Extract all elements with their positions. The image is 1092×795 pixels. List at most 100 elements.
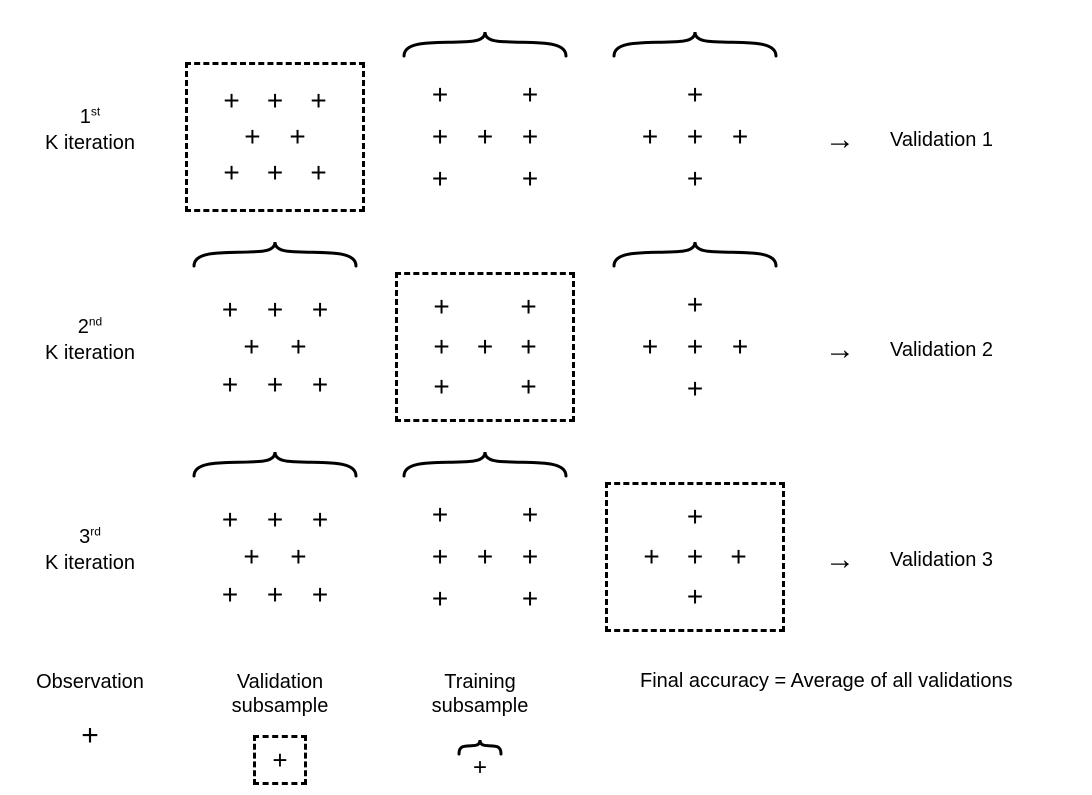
legend-label: Trainingsubsample: [380, 670, 580, 718]
plus-marker: +: [222, 506, 238, 534]
plus-marker: +: [732, 333, 748, 361]
plus-marker: +: [0, 706, 180, 766]
plus-marker: +: [687, 375, 703, 403]
legend-final: Final accuracy = Average of all validati…: [580, 670, 1092, 693]
plus-marker: +: [687, 543, 703, 571]
final-accuracy-text: Final accuracy = Average of all validati…: [640, 670, 1092, 693]
plus-marker: +: [432, 585, 448, 613]
plus-marker: +: [312, 296, 328, 324]
plus-marker: +: [520, 373, 536, 401]
iteration-row-2: 2ndK iteration ++++++++ +++++++ +++++→Va…: [0, 240, 1092, 440]
panel-training: ++++++++: [180, 240, 370, 440]
plus-marker: +: [267, 87, 283, 115]
plus-marker: +: [310, 159, 326, 187]
plus-marker: +: [289, 123, 305, 151]
legend-label: Validationsubsample: [180, 670, 380, 718]
legend-observation: Observation +: [0, 670, 180, 766]
plus-marker: +: [520, 333, 536, 361]
brace-icon: [190, 240, 360, 268]
brace-icon: [400, 30, 570, 58]
plus-marker: +: [522, 585, 538, 613]
plus-marker: +: [432, 501, 448, 529]
panel-training: +++++++: [390, 450, 580, 650]
plus-marker: +: [687, 503, 703, 531]
brace-icon: [190, 450, 360, 478]
plus-marker: +: [522, 123, 538, 151]
plus-marker: +: [312, 581, 328, 609]
training-brace-icon: +: [380, 730, 580, 790]
panels-group: ++++++++ +++++++ +++++: [180, 240, 790, 440]
brace-icon: [610, 240, 780, 268]
plus-marker: +: [243, 333, 259, 361]
plus-marker: +: [267, 159, 283, 187]
plus-marker: +: [433, 373, 449, 401]
plus-marker: +: [477, 333, 493, 361]
panel-validation: + + + + + + +: [390, 240, 580, 440]
validation-result: Validation 3: [890, 529, 1070, 572]
plus-marker: +: [312, 506, 328, 534]
legend-label: Observation: [0, 670, 180, 694]
arrow-icon: →: [790, 103, 890, 157]
plus-marker: +: [642, 333, 658, 361]
plus-marker: +: [687, 333, 703, 361]
plus-marker: +: [222, 371, 238, 399]
plus-marker: +: [223, 159, 239, 187]
legend: Observation + Validationsubsample + Trai…: [0, 670, 1092, 790]
plus-marker: +: [520, 293, 536, 321]
legend-training: Trainingsubsample +: [380, 670, 580, 790]
validation-result: Validation 2: [890, 319, 1070, 362]
plus-marker: +: [477, 123, 493, 151]
plus-marker: +: [730, 543, 746, 571]
plus-marker: +: [432, 81, 448, 109]
panel-training: +++++: [600, 30, 790, 230]
brace-icon: [610, 30, 780, 58]
plus-marker: +: [433, 293, 449, 321]
plus-marker: +: [267, 371, 283, 399]
fold-box: ++++++++: [185, 62, 365, 212]
iteration-row-3: 3rdK iteration ++++++++ +++++++ +++++→Va…: [0, 450, 1092, 650]
panel-validation: +++++: [600, 450, 790, 650]
fold-box: + + + + + + +: [395, 272, 575, 422]
iteration-label: 1stK iteration: [0, 104, 180, 156]
plus-marker: +: [310, 87, 326, 115]
plus-marker: +: [687, 123, 703, 151]
plus-marker: +: [522, 165, 538, 193]
plus-marker: +: [732, 123, 748, 151]
plus-marker: +: [687, 583, 703, 611]
iteration-row-1: 1stK iteration ++++++++ +++++++ +++++→Va…: [0, 30, 1092, 230]
fold-box: +++++++: [395, 482, 575, 632]
plus-marker: +: [267, 581, 283, 609]
plus-marker: +: [642, 123, 658, 151]
plus-marker: +: [687, 81, 703, 109]
plus-marker: +: [432, 165, 448, 193]
plus-marker: +: [312, 371, 328, 399]
brace-icon: [400, 450, 570, 478]
fold-box: +++++: [605, 482, 785, 632]
fold-box: ++++++++: [185, 482, 365, 632]
plus-marker: +: [243, 543, 259, 571]
plus-marker: +: [477, 543, 493, 571]
panels-group: ++++++++ +++++++ +++++: [180, 30, 790, 230]
arrow-icon: →: [790, 523, 890, 577]
plus-marker: +: [522, 81, 538, 109]
iteration-label: 2ndK iteration: [0, 314, 180, 366]
arrow-icon: →: [790, 313, 890, 367]
plus-marker: +: [290, 333, 306, 361]
iteration-label: 3rdK iteration: [0, 524, 180, 576]
plus-marker: +: [222, 296, 238, 324]
validation-box-icon: +: [180, 730, 380, 790]
panel-training: ++++++++: [180, 450, 370, 650]
plus-marker: +: [432, 123, 448, 151]
panel-training: + + + + + + +: [390, 30, 580, 230]
fold-box: + + + + + + +: [395, 62, 575, 212]
plus-marker: +: [267, 506, 283, 534]
panel-training: + + + + +: [600, 240, 790, 440]
plus-marker: +: [432, 543, 448, 571]
plus-marker: +: [433, 333, 449, 361]
fold-box: +++++: [605, 62, 785, 212]
plus-marker: +: [687, 291, 703, 319]
plus-marker: +: [244, 123, 260, 151]
plus-marker: +: [223, 87, 239, 115]
validation-result: Validation 1: [890, 109, 1070, 152]
plus-marker: +: [222, 581, 238, 609]
